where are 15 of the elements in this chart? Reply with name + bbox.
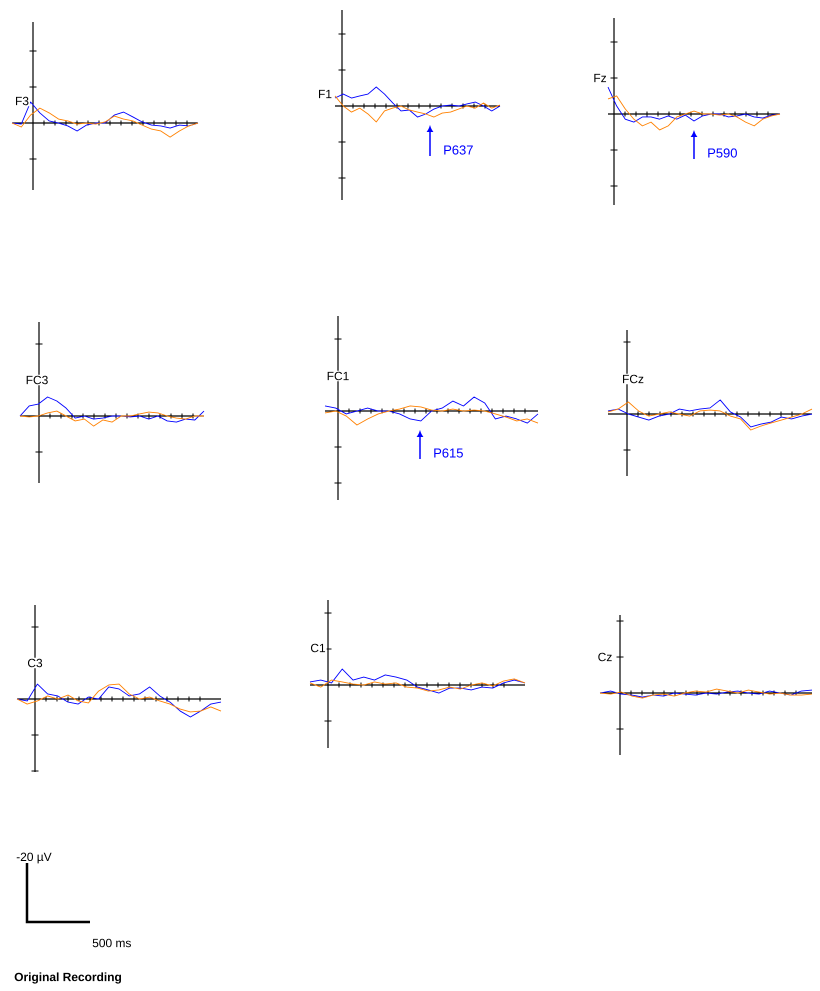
text: Original Recording — [14, 972, 121, 984]
chart-title: Cz — [598, 652, 612, 662]
chart-title: F1 — [319, 90, 332, 98]
chart-title: C1 — [310, 644, 326, 652]
chart-title: Fz — [594, 74, 606, 82]
text: P590 — [708, 148, 737, 158]
text: 500 ms — [92, 938, 131, 948]
text: P637 — [444, 145, 473, 155]
text: P615 — [434, 448, 463, 458]
chart-title: FC3 — [26, 376, 48, 384]
chart-title: FCz — [623, 374, 644, 384]
chart-title: C3 — [28, 658, 42, 668]
text: -20 µV — [16, 852, 52, 864]
chart-title: FC1 — [328, 372, 349, 380]
chart-title: F3 — [16, 96, 28, 106]
